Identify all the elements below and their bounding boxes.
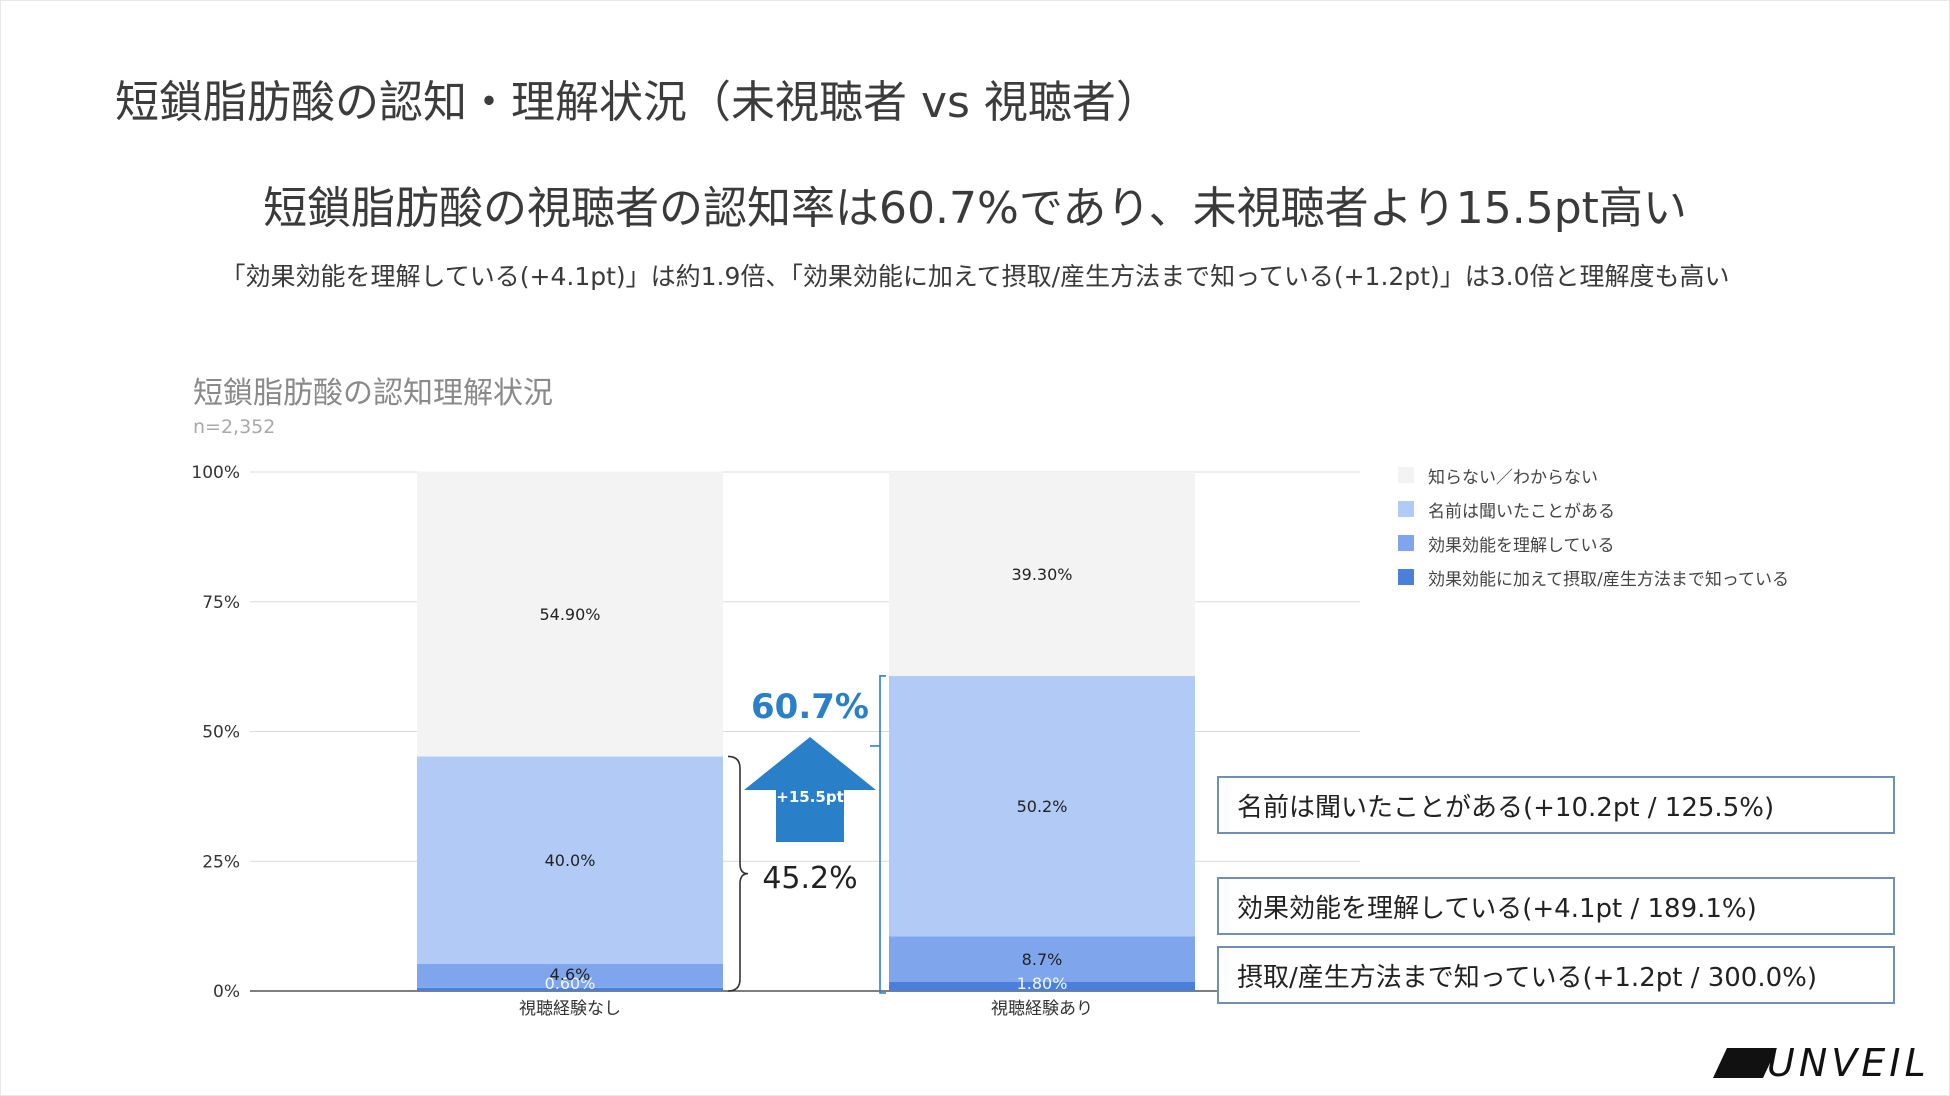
y-tick-label: 100% [191,463,240,483]
legend-item: 知らない／わからない [1398,458,1789,492]
legend-label: 知らない／わからない [1428,467,1598,488]
bar-segment [889,675,1195,937]
increase-arrow [744,737,876,842]
legend-label: 名前は聞いたことがある [1428,501,1615,522]
page-title: 短鎖脂肪酸の認知・理解状況（未視聴者 vs 視聴者） [115,77,1160,128]
legend-swatch [1398,467,1414,483]
subline: 「効果効能を理解している(+4.1pt)」は約1.9倍、「効果効能に加えて摂取/… [220,262,1730,291]
bar-segment [417,987,723,991]
bracket-with [879,675,886,994]
data-label: 39.30% [1011,565,1072,584]
chart-legend: 知らない／わからない 名前は聞いたことがある 効果効能を理解している効果効能に加えて… [1398,458,1789,594]
bar-segment [889,472,1195,676]
legend-swatch [1398,501,1414,517]
data-label: 0.60% [545,974,596,993]
unveil-logo: UNVEIL [1713,1041,1935,1085]
legend-item: 名前は聞いたことがある [1398,492,1789,526]
legend-label: 効果効能を理解している [1428,535,1615,556]
data-label: 1.80% [1017,974,1068,993]
data-label: 50.2% [1017,797,1068,816]
bar-segment [889,936,1195,982]
data-label: 40.0% [545,851,596,870]
x-tick-label: 視聴経験なし [519,999,621,1019]
diff-label: +15.5pt [776,788,844,806]
aware-without-label: 45.2% [762,861,857,896]
bracket-without [727,755,749,992]
annotation-box-effect-understood: 効果効能を理解している(+4.1pt / 189.1%) [1217,877,1895,935]
logo-text: UNVEIL [1767,1041,1930,1085]
aware-with-label: 60.7% [751,687,869,727]
legend-swatch [1398,569,1414,585]
bar-segment [417,756,723,965]
y-tick-label: 75% [202,593,240,613]
legend-label: 効果効能に加えて摂取/産生方法まで知っている [1428,569,1790,590]
chart-sample-size: n=2,352 [193,416,276,438]
annotation-box-name-heard: 名前は聞いたことがある(+10.2pt / 125.5%) [1217,776,1895,834]
data-label: 8.7% [1022,950,1063,969]
legend-item: 効果効能を理解している [1398,526,1789,560]
data-label: 4.6% [550,965,591,984]
y-tick-label: 25% [202,852,240,872]
legend-swatch [1398,535,1414,551]
y-tick-label: 0% [213,982,240,1002]
chart-title: 短鎖脂肪酸の認知理解状況 [193,376,553,411]
y-tick-label: 50% [202,723,240,743]
x-tick-label: 視聴経験あり [991,999,1093,1019]
data-label: 54.90% [539,605,600,624]
headline: 短鎖脂肪酸の視聴者の認知率は60.7%であり、未視聴者より15.5pt高い [263,183,1687,234]
legend-item: 効果効能に加えて摂取/産生方法まで知っている [1398,560,1789,594]
bar-segment [889,981,1195,991]
bar-segment [417,964,723,988]
bar-segment [417,471,723,757]
annotation-box-method-known: 摂取/産生方法まで知っている(+1.2pt / 300.0%) [1217,946,1895,1004]
